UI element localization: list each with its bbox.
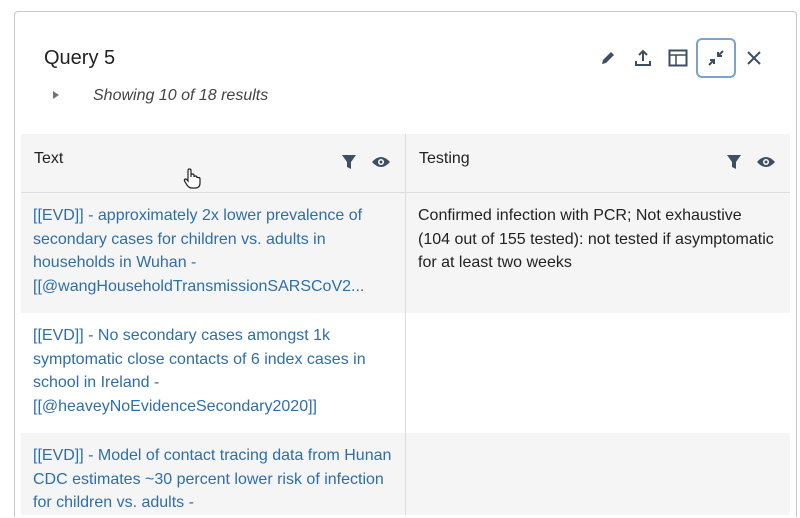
- citation-link[interactable]: [[@wangHouseholdTransmissionSARSCoV2...: [33, 277, 365, 295]
- evidence-link[interactable]: [[EVD]] - Model of contact tracing data …: [33, 447, 392, 511]
- eye-icon[interactable]: [756, 155, 776, 169]
- expand-caret-icon[interactable]: [53, 91, 59, 99]
- query-toolbar: [591, 38, 772, 78]
- filter-icon[interactable]: [341, 154, 357, 170]
- minimize-button[interactable]: [696, 38, 736, 78]
- text-cell: [[EVD]] - Model of contact tracing data …: [21, 433, 405, 515]
- table-row: [[EVD]] - Model of contact tracing data …: [21, 433, 790, 515]
- edit-button[interactable]: [591, 39, 625, 77]
- close-button[interactable]: [737, 39, 771, 77]
- column-label: Text: [34, 150, 64, 167]
- query-title: Query 5: [44, 47, 116, 69]
- table-row: [[EVD]] - No secondary cases amongst 1k …: [21, 313, 790, 433]
- testing-cell: Confirmed infection with PCR; Not exhaus…: [405, 193, 789, 313]
- text-cell: [[EVD]] - No secondary cases amongst 1k …: [21, 313, 405, 433]
- query-panel: Query 5 Showing 10 of 18 results Text: [14, 11, 797, 517]
- table-row: [[EVD]] - approximately 2x lower prevale…: [21, 193, 790, 313]
- eye-icon[interactable]: [371, 155, 391, 169]
- column-header-testing: Testing: [405, 134, 790, 192]
- testing-cell: [405, 433, 789, 515]
- evidence-link[interactable]: [[EVD]] - No secondary cases amongst 1k …: [33, 327, 366, 391]
- text-cell: [[EVD]] - approximately 2x lower prevale…: [21, 193, 405, 313]
- evidence-link[interactable]: [[EVD]] - approximately 2x lower prevale…: [33, 207, 363, 271]
- close-icon: [747, 51, 761, 65]
- layout-icon: [668, 49, 688, 67]
- citation-link[interactable]: [[@heaveyNoEvidenceSecondary2020]]: [33, 397, 317, 415]
- pencil-icon: [602, 52, 614, 64]
- upload-icon: [635, 49, 651, 66]
- testing-cell: [405, 313, 789, 433]
- filter-icon[interactable]: [726, 154, 742, 170]
- export-button[interactable]: [626, 39, 660, 77]
- minimize-icon: [708, 50, 724, 66]
- column-label: Testing: [419, 150, 470, 167]
- results-summary: Showing 10 of 18 results: [93, 87, 269, 104]
- results-table: Text Testing [[EVD]] - approximately 2x …: [21, 134, 790, 515]
- layout-button[interactable]: [661, 39, 695, 77]
- hand-cursor-icon: [183, 168, 201, 189]
- column-header-text: Text: [21, 134, 405, 192]
- table-header: Text Testing: [21, 134, 790, 193]
